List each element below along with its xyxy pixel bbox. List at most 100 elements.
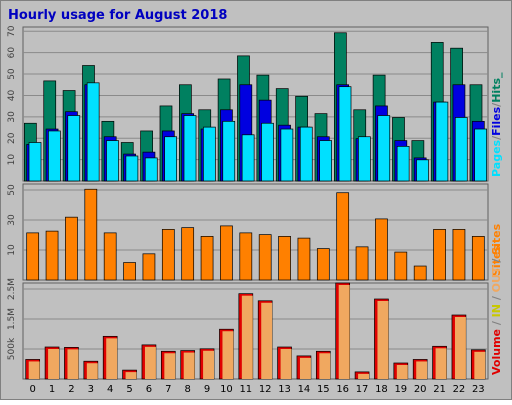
legend-entry: / [490,102,503,107]
bar-pages [183,115,197,182]
bar-sites [278,236,291,281]
bar-volume-out [299,357,311,379]
bar-pages [454,117,468,182]
x-tick-label: 5 [126,384,132,395]
bar-sites [375,218,388,281]
x-tick-label: 22 [453,384,466,395]
x-tick-label: 0 [30,384,36,395]
bar-volume-out [435,348,447,379]
bar-sites [413,265,427,281]
x-tick-label: 9 [204,384,210,395]
bar-sites [394,251,408,281]
bar-volume-out [48,349,60,379]
x-tick-label: 4 [107,384,113,395]
y-tick-label: 40 [7,89,17,101]
bar-sites [316,248,330,281]
bar-pages [125,155,139,182]
y-tick-label: 50 [7,184,17,196]
legend-entry: OUT [490,266,503,292]
x-tick-label: 14 [298,384,311,395]
bar-volume-out [338,285,350,379]
bar-sites [26,232,40,281]
panel-visits [22,183,489,281]
bar-sites [258,234,272,281]
x-tick-label: 13 [278,384,291,395]
bar-pages [280,128,294,182]
bar-pages [319,140,332,182]
legend-hits-files-pages: Pages/Files/Hits_ [490,72,503,177]
bar-sites [297,237,311,281]
bar-volume-out [319,353,331,379]
bar-pages [144,157,158,182]
x-tick-label: 3 [88,384,94,395]
bar-pages [416,159,429,182]
bar-sites [123,262,136,281]
x-tick-label: 19 [394,384,407,395]
legend-entry: / [490,317,503,329]
bar-volume-out [144,346,156,379]
bar-sites [142,253,156,281]
x-tick-label: 12 [259,384,272,395]
panel-volume [22,282,489,380]
y-tick-label: 30 [7,111,17,123]
bar-sites [452,229,466,281]
bar-pages [222,120,236,182]
legend-entry: Files [490,106,503,136]
bar-pages [377,115,391,182]
bar-pages [48,130,61,182]
bar-volume-out [280,349,292,379]
bar-volume-out [241,295,253,379]
legend-entry: Volume [490,329,503,375]
bar-pages [396,146,410,182]
bar-sites [65,216,78,281]
x-tick-label: 11 [239,384,252,395]
bar-sites [200,236,214,281]
bar-volume-out [396,365,408,379]
bar-pages [241,134,255,182]
x-tick-label: 20 [414,384,427,395]
y-tick-label: 20 [7,132,17,144]
bar-pages [203,126,216,182]
legend-entry: / [490,135,503,140]
bar-volume-out [125,372,137,379]
bar-pages [28,142,42,182]
x-tick-label: 1 [49,384,55,395]
bar-sites [433,229,446,281]
y-tick-label: 10 [7,244,17,256]
y-tick-label: 1.5M [7,308,17,330]
bar-volume-out [86,363,98,379]
bar-volume-out [203,350,215,379]
legend-entry: Sites [490,245,503,276]
y-tick-label: 10 [7,154,17,166]
y-tick-label: 50 [7,68,17,80]
bar-volume-out [377,301,389,379]
x-tick-label: 7 [165,384,171,395]
x-tick-label: 16 [336,384,349,395]
bar-pages [86,82,100,182]
bar-volume-out [261,302,273,379]
bar-pages [261,122,274,182]
x-tick-label: 21 [433,384,446,395]
bar-sites [220,225,233,281]
chart-title: Hourly usage for August 2018 [8,8,227,23]
bar-pages [164,136,177,182]
bar-volume-out [183,352,195,379]
y-tick-label: 60 [7,47,17,59]
legend-entry: Pages [490,139,503,177]
bar-pages [338,86,352,182]
legend-entry: Hits_ [490,72,503,103]
bar-sites [161,229,175,281]
x-tick-label: 17 [356,384,369,395]
legend-entry: / [490,292,503,304]
bar-volume-out [106,338,118,379]
y-tick-label: 500k [7,337,17,360]
bar-sites [181,227,195,281]
bar-sites [355,246,369,281]
legend-entry: / [490,255,503,267]
bar-pages [474,128,487,182]
bar-volume-out [416,361,428,379]
bar-pages [358,136,371,182]
bar-volume-out [67,349,79,379]
y-tick-label: 2.5M [7,278,17,300]
